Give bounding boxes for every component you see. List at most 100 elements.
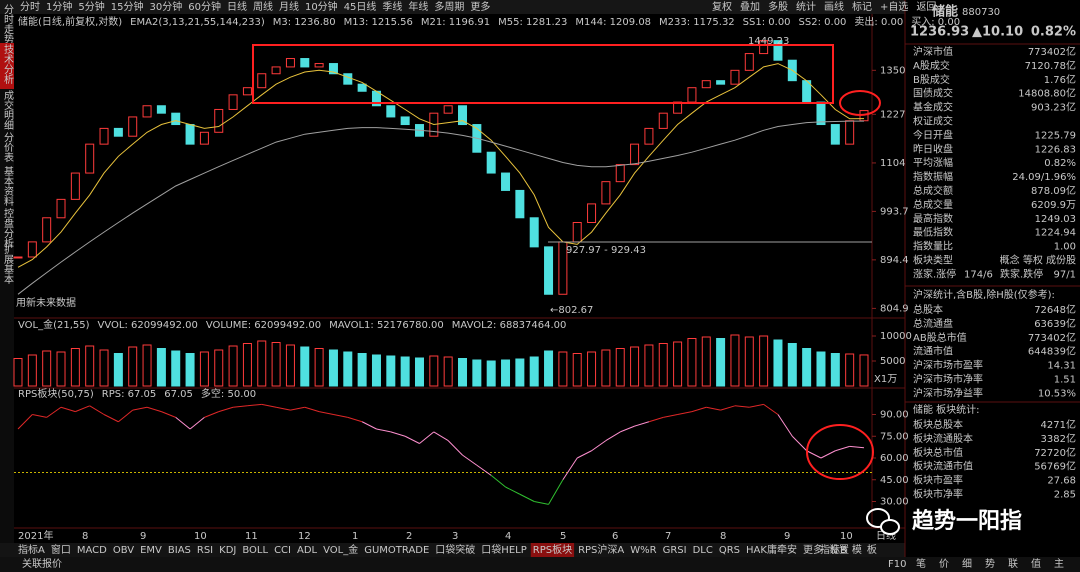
volume-bar xyxy=(830,353,840,387)
indicator-tab[interactable]: OBV xyxy=(113,545,134,556)
indicator-tab[interactable]: 窗口 xyxy=(51,543,71,556)
panel-tab[interactable]: 主 xyxy=(1054,558,1064,570)
period-tab[interactable]: 多周期 xyxy=(434,0,464,13)
volume-bar xyxy=(615,348,625,387)
side-tab[interactable]: 分时走势 xyxy=(2,4,14,45)
indicator-tab[interactable]: 指标B xyxy=(820,543,847,556)
x-tick-label: 4 xyxy=(505,531,511,542)
stat-value: 773402亿 xyxy=(1028,45,1076,58)
indicator-tab[interactable]: 模 xyxy=(852,544,862,556)
tool-button[interactable]: +自选 xyxy=(880,0,908,13)
stat-value: 174/6 xyxy=(964,269,993,280)
period-tab[interactable]: 日线 xyxy=(227,0,247,13)
side-tab[interactable]: 基本资料 xyxy=(2,165,14,207)
candle xyxy=(587,203,597,224)
quote-pct: 0.82% xyxy=(1031,25,1076,40)
indicator-tab[interactable]: RPS板块 xyxy=(533,543,572,556)
indicator-label: EMA2(3,13,21,55,144,233) xyxy=(130,17,265,28)
stat-label: 板块总市值 xyxy=(913,446,963,459)
indicator-tab[interactable]: HAK庸牵安 xyxy=(746,543,797,556)
tool-button[interactable]: 返回 xyxy=(916,1,936,13)
indicator-tab[interactable]: RPS沪深A xyxy=(578,543,624,556)
period-tab[interactable]: 1分钟 xyxy=(46,0,72,13)
tool-button[interactable]: 多股 xyxy=(768,0,788,13)
indicator-tab[interactable]: 口袋突破 xyxy=(435,543,475,556)
period-tab[interactable]: 月线 xyxy=(279,0,299,13)
period-tab[interactable]: 45日线 xyxy=(344,0,377,13)
indicator-tab[interactable]: 指标A xyxy=(18,543,45,556)
x-tick-label: 6 xyxy=(612,531,618,542)
panel-tab[interactable]: 联 xyxy=(1008,558,1018,570)
side-tab[interactable]: 分价表 xyxy=(2,132,14,163)
panel-tab[interactable]: 笔 xyxy=(916,557,926,570)
rps-segment xyxy=(505,486,521,495)
indicator-label: M3: 1236.80 xyxy=(273,17,336,28)
indicator-tab[interactable]: DLC xyxy=(693,545,713,556)
stat-label: 板块流通市值 xyxy=(913,460,973,473)
candle xyxy=(744,53,754,71)
indicator-tab[interactable]: KDJ xyxy=(219,545,236,556)
indicator-tab[interactable]: EMV xyxy=(140,545,162,556)
rps-segment xyxy=(663,414,678,418)
stat-value: 0.82% xyxy=(1044,158,1076,169)
indicator-tab[interactable]: VOL_金 xyxy=(323,543,358,556)
panel-tab[interactable]: 细 xyxy=(962,557,972,570)
indicator-tab[interactable]: 更多 xyxy=(803,543,823,556)
volume-bar xyxy=(687,338,697,387)
candle xyxy=(357,83,367,92)
volume-bar xyxy=(400,356,410,387)
tool-button[interactable]: 复权 xyxy=(712,0,732,13)
x-tick-label: 1 xyxy=(352,531,358,542)
period-tab[interactable]: 年线 xyxy=(408,0,428,13)
y-tick-label: 60.00 xyxy=(880,453,909,464)
indicator-tab[interactable]: W%R xyxy=(630,545,656,556)
period-tab[interactable]: 10分钟 xyxy=(305,0,338,13)
tool-button[interactable]: 标记 xyxy=(852,1,872,13)
rps-segment xyxy=(247,403,262,407)
period-tab[interactable]: 更多 xyxy=(470,0,490,13)
indicator-tab[interactable]: GRSI xyxy=(663,545,687,556)
rps-segment xyxy=(89,405,105,415)
stat-label: 总流通盘 xyxy=(913,317,953,330)
period-tab[interactable]: 周线 xyxy=(253,0,273,13)
indicator-label: SS2: 0.00 xyxy=(799,17,847,28)
indicator-tab[interactable]: MACD xyxy=(77,545,107,556)
stat-value: 14.31 xyxy=(1047,361,1076,372)
period-tab[interactable]: 30分钟 xyxy=(149,0,182,13)
stat-value: 1.51 xyxy=(1054,375,1076,386)
volume-bar xyxy=(673,341,683,387)
panel-tab[interactable]: 值 xyxy=(1031,557,1041,570)
period-tab[interactable]: 季线 xyxy=(382,0,402,13)
candle xyxy=(199,131,209,145)
period-tab[interactable]: 60分钟 xyxy=(188,0,221,13)
rps-segment xyxy=(75,405,90,413)
tool-button[interactable]: 统计 xyxy=(796,0,816,13)
side-tab[interactable]: 扩展基本 xyxy=(2,243,14,285)
indicator-tab[interactable]: ADL xyxy=(297,545,318,556)
indicator-tab[interactable]: RSI xyxy=(197,545,213,556)
indicator-tab[interactable]: BIAS xyxy=(168,545,191,556)
tool-button[interactable]: 画线 xyxy=(824,0,844,13)
period-tab[interactable]: 15分钟 xyxy=(111,0,144,13)
side-tab[interactable]: 成交明细 xyxy=(2,90,14,130)
indicator-tab[interactable]: 板 xyxy=(867,543,877,556)
panel-tab[interactable]: 价 xyxy=(939,558,949,570)
candle xyxy=(601,181,611,205)
indicator-tab[interactable]: 设置 xyxy=(829,544,849,556)
indicator-tab[interactable]: QRS xyxy=(719,545,740,556)
indicator-tab[interactable]: BOLL xyxy=(242,545,268,556)
period-tab[interactable]: 5分钟 xyxy=(78,0,104,13)
indicator-tab[interactable]: 口袋HELP xyxy=(481,543,526,556)
side-tab[interactable]: 控盘分析 xyxy=(2,207,14,249)
candle xyxy=(27,241,37,258)
panel-tab[interactable]: 势 xyxy=(985,557,995,570)
stat-value: 27.68 xyxy=(1047,476,1076,487)
side-tab[interactable]: 技术分析 xyxy=(2,43,14,85)
indicator-label: SS1: 0.00 xyxy=(743,17,791,28)
tool-button[interactable]: 叠加 xyxy=(740,1,760,13)
indicator-tab[interactable]: GUMOTRADE xyxy=(364,545,429,556)
indicator-tab[interactable]: CCI xyxy=(274,545,291,556)
rps-segment xyxy=(376,428,391,433)
period-tab[interactable]: 分时 xyxy=(20,1,40,13)
volume-bar xyxy=(544,350,554,387)
